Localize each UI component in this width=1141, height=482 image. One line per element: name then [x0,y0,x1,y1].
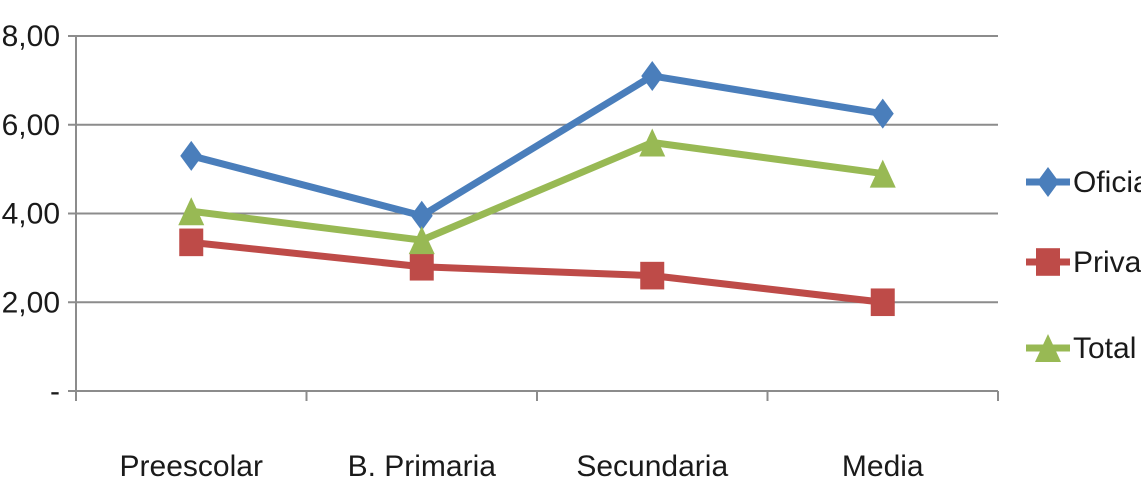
data-point [179,228,204,257]
legend-entry: Privado [1026,246,1141,279]
data-point [639,128,666,157]
x-tick-label: B. Primaria [348,450,497,482]
data-point [870,288,895,317]
series-total [178,128,896,255]
y-tick-labels: - 2,00 4,00 6,00 8,00 [2,20,60,408]
y-tick-label: 8,00 [2,20,60,53]
series-privado [179,228,895,317]
y-tick-label: - [50,375,60,408]
legend-marker [1035,334,1061,362]
x-tick-label: Media [842,450,924,482]
y-tick-label: 4,00 [2,198,60,231]
legend-label: Oficial [1073,166,1141,199]
legend-marker [1036,248,1060,276]
legend: Oficial Privado Total [1026,166,1141,365]
data-point [640,261,665,290]
legend-marker [1037,167,1059,197]
y-tick-label: 2,00 [2,286,60,319]
data-point [869,159,896,188]
data-point [180,140,203,171]
series-line [190,139,884,244]
series-oficial [180,60,894,231]
axes [68,35,999,401]
data-point [178,197,205,226]
data-point [410,200,433,231]
data-point [408,226,435,255]
data-point [409,252,434,281]
x-tick-label: Secundaria [576,450,728,482]
series-line [190,72,884,220]
y-tick-label: 6,00 [2,109,60,142]
legend-entry: Total [1026,332,1136,365]
legend-label: Privado [1073,246,1141,279]
x-tick-labels: Preescolar B. Primaria Secundaria Media [120,450,924,482]
series [178,60,896,317]
data-point [871,98,894,129]
series-line [190,238,884,306]
data-point [641,60,664,91]
legend-entry: Oficial [1026,166,1141,199]
x-tick-label: Preescolar [120,450,263,482]
legend-label: Total [1073,332,1136,365]
